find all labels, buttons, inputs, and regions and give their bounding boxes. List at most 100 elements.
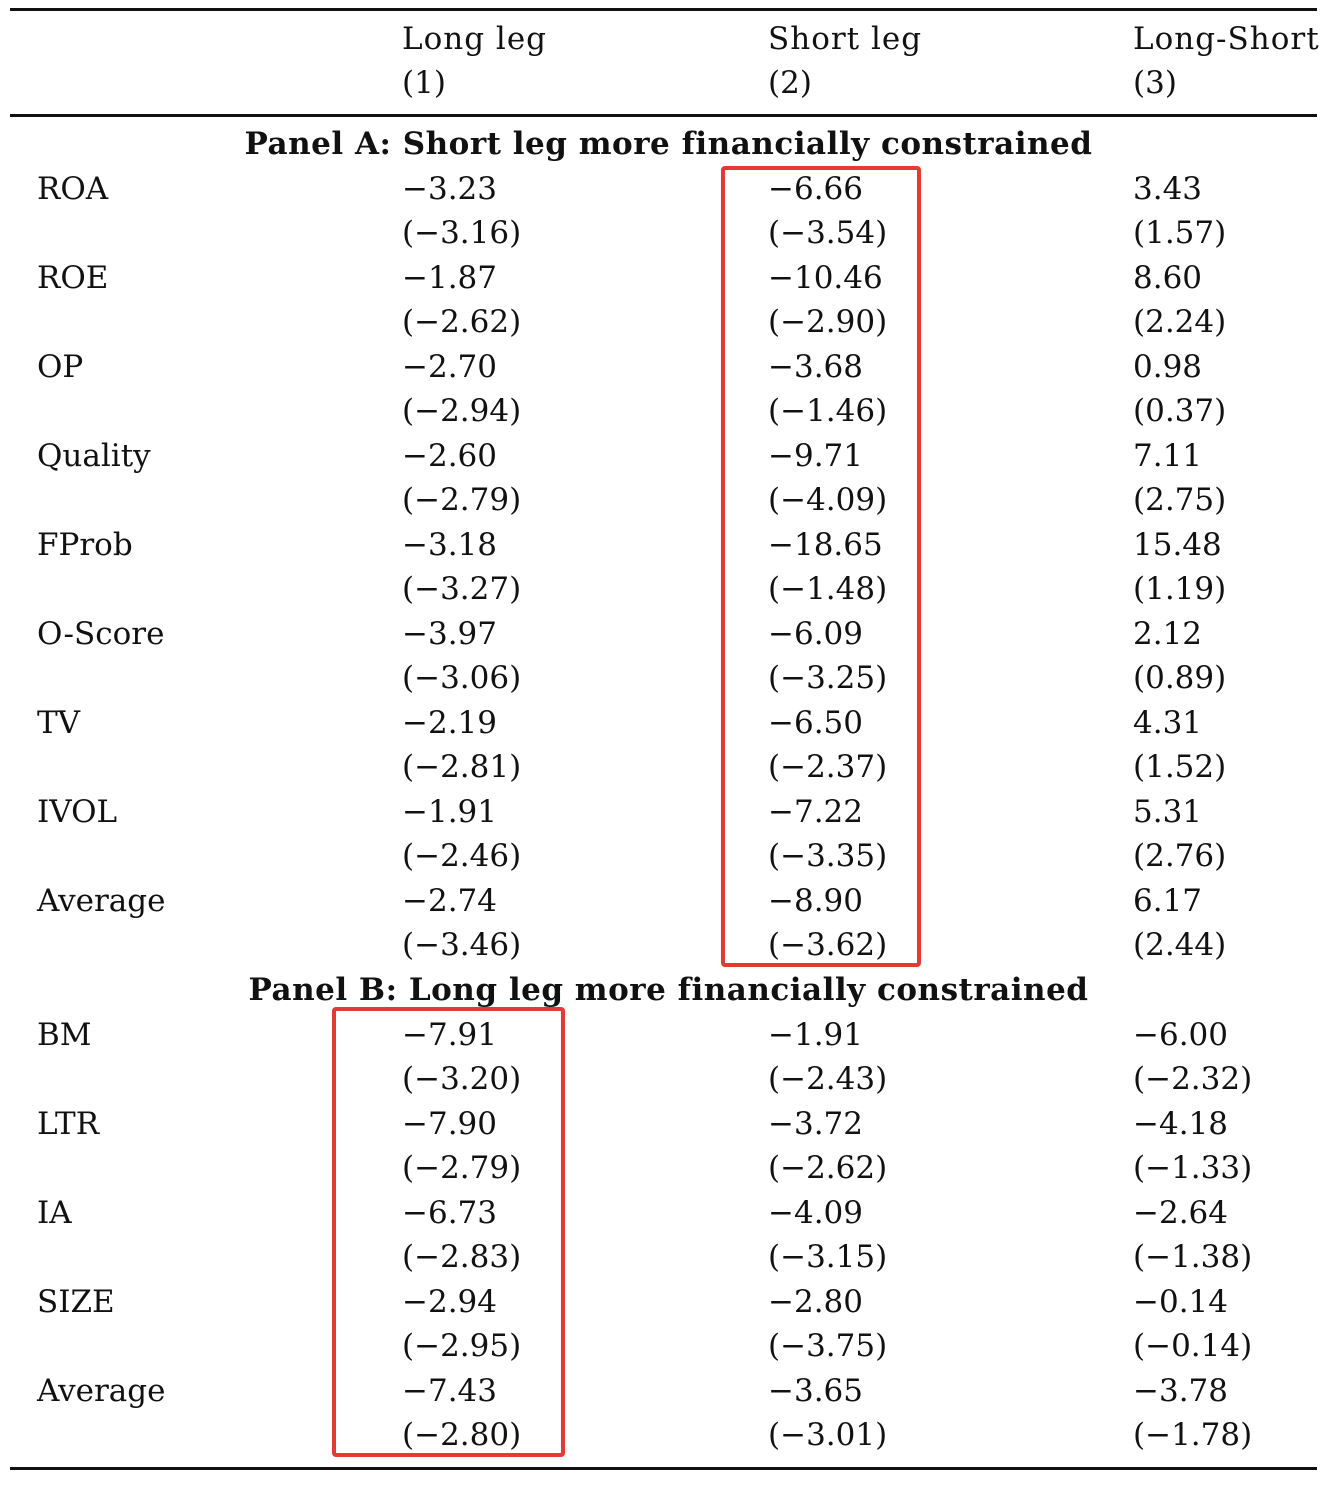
row-label: Average (37, 883, 166, 919)
coef-cell: −10.46 (768, 260, 883, 296)
tstat-cell: (−1.38) (1133, 1239, 1253, 1275)
coef-cell: 7.11 (1133, 438, 1203, 474)
tstat-cell: (−3.25) (768, 660, 888, 696)
coef-cell: 8.60 (1133, 260, 1203, 296)
coef-cell: 5.31 (1133, 794, 1203, 830)
tstat-cell: (2.75) (1133, 482, 1227, 518)
tstat-cell: (−3.46) (402, 927, 522, 963)
coef-cell: 2.12 (1133, 616, 1203, 652)
col-number-2: (2) (768, 65, 812, 101)
coef-cell: −1.91 (402, 794, 497, 830)
row-label: TV (37, 705, 81, 741)
tstat-cell: (−3.27) (402, 571, 522, 607)
highlight-box-short-leg (721, 166, 921, 967)
tstat-cell: (−3.15) (768, 1239, 888, 1275)
coef-cell: −3.18 (402, 527, 497, 563)
tstat-cell: (−0.14) (1133, 1328, 1253, 1364)
coef-cell: −3.23 (402, 171, 497, 207)
highlight-box-long-leg (332, 1007, 565, 1457)
row-label: LTR (37, 1106, 100, 1142)
tstat-cell: (−3.20) (402, 1061, 522, 1097)
coef-cell: −6.73 (402, 1195, 497, 1231)
coef-cell: −2.64 (1133, 1195, 1228, 1231)
coef-cell: −3.65 (768, 1373, 863, 1409)
coef-cell: −7.90 (402, 1106, 497, 1142)
coef-cell: −3.97 (402, 616, 497, 652)
tstat-cell: (−1.48) (768, 571, 888, 607)
coef-cell: −3.72 (768, 1106, 863, 1142)
coef-cell: 15.48 (1133, 527, 1222, 563)
bottom-rule (10, 1467, 1317, 1470)
tstat-cell: (−3.62) (768, 927, 888, 963)
coef-cell: −3.78 (1133, 1373, 1228, 1409)
tstat-cell: (−3.16) (402, 215, 522, 251)
coef-cell: 4.31 (1133, 705, 1203, 741)
tstat-cell: (−2.37) (768, 749, 888, 785)
row-label: IVOL (37, 794, 118, 830)
coef-cell: −0.14 (1133, 1284, 1228, 1320)
top-rule (10, 8, 1317, 11)
coef-cell: −2.60 (402, 438, 497, 474)
row-label: Quality (37, 438, 151, 474)
coef-cell: −7.43 (402, 1373, 497, 1409)
tstat-cell: (2.44) (1133, 927, 1227, 963)
tstat-cell: (−2.62) (402, 304, 522, 340)
coef-cell: −7.22 (768, 794, 863, 830)
coef-cell: −6.00 (1133, 1017, 1228, 1053)
coef-cell: 6.17 (1133, 883, 1203, 919)
tstat-cell: (−2.32) (1133, 1061, 1253, 1097)
row-label: O-Score (37, 616, 165, 652)
tstat-cell: (−3.01) (768, 1417, 888, 1453)
col-number-1: (1) (402, 65, 446, 101)
tstat-cell: (−2.43) (768, 1061, 888, 1097)
coef-cell: −4.18 (1133, 1106, 1228, 1142)
coef-cell: 3.43 (1133, 171, 1203, 207)
row-label: ROA (37, 171, 109, 207)
coef-cell: −4.09 (768, 1195, 863, 1231)
coef-cell: −1.87 (402, 260, 497, 296)
row-label: ROE (37, 260, 109, 296)
tstat-cell: (−1.33) (1133, 1150, 1253, 1186)
tstat-cell: (1.57) (1133, 215, 1227, 251)
row-label: BM (37, 1017, 92, 1053)
coef-cell: −2.80 (768, 1284, 863, 1320)
tstat-cell: (−2.81) (402, 749, 522, 785)
coef-cell: −2.70 (402, 349, 497, 385)
coef-cell: −2.19 (402, 705, 497, 741)
tstat-cell: (0.37) (1133, 393, 1227, 429)
tstat-cell: (−3.75) (768, 1328, 888, 1364)
tstat-cell: (−3.54) (768, 215, 888, 251)
coef-cell: −6.50 (768, 705, 863, 741)
tstat-cell: (−3.06) (402, 660, 522, 696)
tstat-cell: (−3.35) (768, 838, 888, 874)
tstat-cell: (−1.46) (768, 393, 888, 429)
tstat-cell: (−2.79) (402, 482, 522, 518)
tstat-cell: (−2.94) (402, 393, 522, 429)
coef-cell: −6.66 (768, 171, 863, 207)
tstat-cell: (1.52) (1133, 749, 1227, 785)
tstat-cell: (−2.79) (402, 1150, 522, 1186)
tstat-cell: (−1.78) (1133, 1417, 1253, 1453)
coef-cell: −2.94 (402, 1284, 497, 1320)
tstat-cell: (1.19) (1133, 571, 1227, 607)
row-label: SIZE (37, 1284, 115, 1320)
coef-cell: −18.65 (768, 527, 883, 563)
row-label: OP (37, 349, 84, 385)
col-header-long-leg: Long leg (402, 21, 548, 57)
coef-cell: −6.09 (768, 616, 863, 652)
col-number-3: (3) (1133, 65, 1177, 101)
coef-cell: 0.98 (1133, 349, 1203, 385)
row-label: Average (37, 1373, 166, 1409)
tstat-cell: (2.76) (1133, 838, 1227, 874)
tstat-cell: (−4.09) (768, 482, 888, 518)
tstat-cell: (−2.83) (402, 1239, 522, 1275)
coef-cell: −2.74 (402, 883, 497, 919)
coef-cell: −9.71 (768, 438, 863, 474)
tstat-cell: (−2.90) (768, 304, 888, 340)
row-label: IA (37, 1195, 72, 1231)
tstat-cell: (−2.95) (402, 1328, 522, 1364)
tstat-cell: (2.24) (1133, 304, 1227, 340)
coef-cell: −3.68 (768, 349, 863, 385)
col-header-long-short: Long-Short (1133, 21, 1320, 57)
tstat-cell: (−2.62) (768, 1150, 888, 1186)
